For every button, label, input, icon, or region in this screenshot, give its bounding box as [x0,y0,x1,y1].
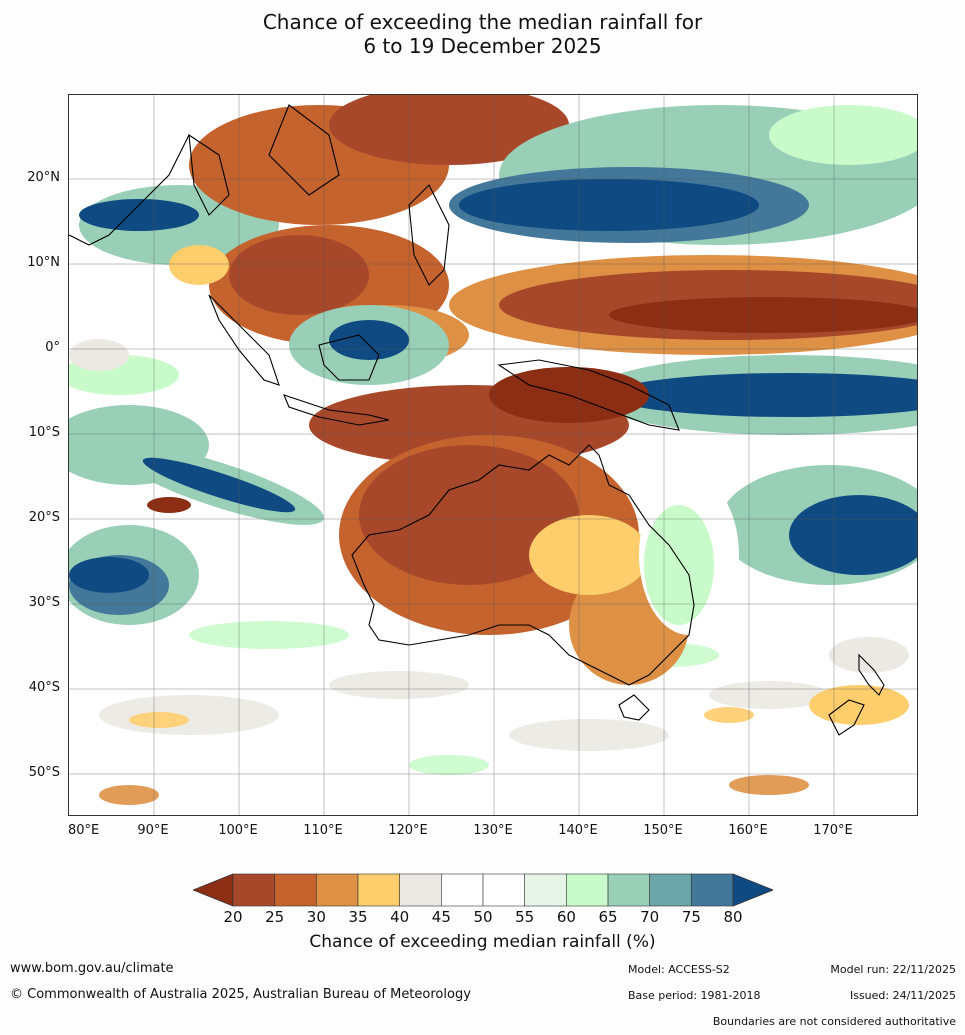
rainfall-map [68,94,918,816]
legend-tick-label: 40 [390,908,410,926]
lon-label-80e: 80°E [68,823,100,838]
legend-title: Chance of exceeding median rainfall (%) [309,932,656,952]
lon-label-130e: 130°E [473,823,513,838]
lat-label-10s: 10°S [28,425,60,440]
lon-label-120e: 120°E [388,823,428,838]
legend-swatch [357,873,400,907]
legend-colorbar [191,873,775,911]
title-line-2: 6 to 19 December 2025 [363,34,602,58]
legend-tick-label: 80 [723,908,743,926]
legend-swatch [607,873,650,907]
footer-disclaimer: Boundaries are not considered authoritat… [712,1015,956,1028]
footer-issued: Issued: 24/11/2025 [849,989,956,1002]
legend-tick-label: 35 [348,908,368,926]
map-title: Chance of exceeding the median rainfall … [0,10,965,58]
legend-swatch [274,873,317,907]
lon-label-170e: 170°E [813,823,853,838]
legend-swatch [649,873,692,907]
legend-tick-label: 60 [556,908,576,926]
legend-tick-label: 75 [681,908,701,926]
legend-swatch [691,873,734,907]
legend-tick-label: 50 [473,908,493,926]
legend-extend-high [732,873,775,907]
lon-label-140e: 140°E [558,823,598,838]
legend-swatch [232,873,275,907]
lat-label-0: 0° [45,340,60,355]
footer-url[interactable]: www.bom.gov.au/climate [10,961,174,976]
lat-label-10n: 10°N [27,255,60,270]
legend-tick-label: 20 [223,908,243,926]
lat-label-20n: 20°N [27,170,60,185]
footer-copyright: © Commonwealth of Australia 2025, Austra… [10,987,471,1002]
lon-label-90e: 90°E [137,823,169,838]
legend-swatch [524,873,567,907]
title-line-1: Chance of exceeding the median rainfall … [262,10,703,34]
lon-label-110e: 110°E [303,823,343,838]
lat-label-40s: 40°S [28,680,60,695]
legend-swatch [316,873,359,907]
lat-label-30s: 30°S [28,595,60,610]
legend-tick-label: 30 [306,908,326,926]
footer-model-run: Model run: 22/11/2025 [830,963,956,976]
lon-label-100e: 100°E [218,823,258,838]
legend-extend-low [191,873,234,907]
legend-tick-label: 70 [640,908,660,926]
footer-base-period: Base period: 1981-2018 [628,989,761,1002]
legend-swatch [399,873,442,907]
lon-label-150e: 150°E [643,823,683,838]
legend-swatch [566,873,609,907]
legend-swatch [441,873,484,907]
lat-label-50s: 50°S [28,765,60,780]
lon-label-160e: 160°E [728,823,768,838]
legend-tick-label: 45 [431,908,451,926]
legend-tick-label: 55 [515,908,535,926]
legend-tick-label: 25 [265,908,285,926]
lat-label-20s: 20°S [28,510,60,525]
legend-tick-label: 65 [598,908,618,926]
footer-model: Model: ACCESS-S2 [628,963,730,976]
legend-swatch [482,873,525,907]
